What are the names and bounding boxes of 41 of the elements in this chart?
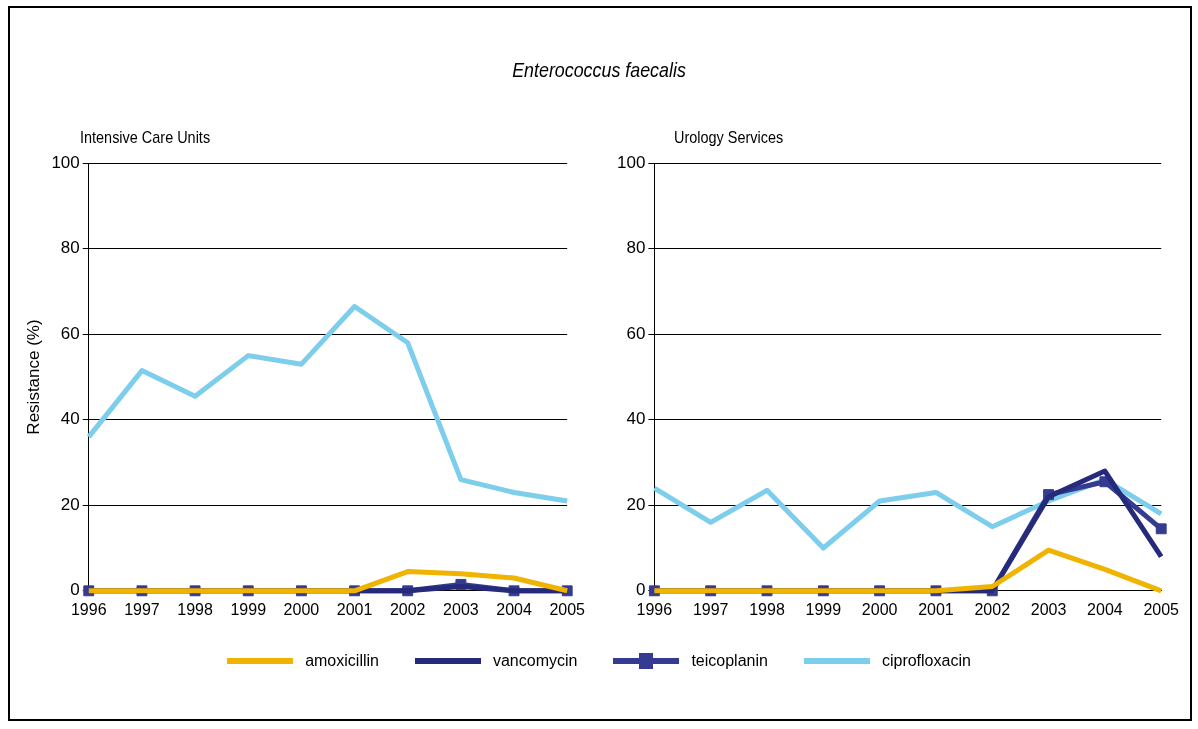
legend-label: teicoplanin [691,652,768,670]
y-tick-label: 100 [616,152,646,172]
y-tick-label: 80 [626,238,646,258]
legend-label: vancomycin [492,652,578,670]
x-tick-label: 2000 [283,600,320,618]
y-tick-label: 60 [60,323,80,343]
chart-subtitle: Intensive Care Units [80,128,211,148]
x-tick-label: 1999 [230,600,267,618]
y-tick-label: 40 [626,409,646,429]
chart-subtitle: Urology Services [674,128,784,148]
point [1155,523,1167,535]
x-tick-label: 1997 [124,600,160,618]
y-tick-label: 20 [626,494,646,514]
x-tick-label: 2004 [1087,600,1123,618]
legend-label: amoxicillin [305,652,379,670]
x-tick-label: 2001 [918,600,954,618]
y-tick-label: 100 [51,152,80,172]
x-tick-label: 2002 [389,600,426,618]
y-axis-title: Resistance (%) [23,319,43,435]
x-tick-label: 2003 [1030,600,1067,618]
x-tick-label: 2000 [861,600,898,618]
x-tick-label: 2005 [1143,600,1180,618]
y-tick-label: 60 [626,323,646,343]
x-tick-label: 1998 [749,600,785,618]
y-tick-label: 20 [60,494,80,514]
y-tick-label: 0 [70,580,80,600]
x-tick-label: 2004 [496,600,532,618]
x-tick-label: 1999 [805,600,842,618]
y-tick-label: 80 [60,238,80,258]
x-tick-label: 1996 [636,600,673,618]
x-tick-label: 2003 [443,600,479,618]
x-tick-label: 1998 [177,600,213,618]
chart-title: Enterococcus faecalis [511,58,687,82]
y-tick-label: 0 [635,580,646,600]
x-tick-label: 2001 [336,600,373,618]
x-tick-label: 1997 [692,600,729,618]
y-tick-label: 40 [60,409,80,429]
x-tick-label: 2005 [549,600,586,618]
x-tick-label: 2002 [974,600,1011,618]
legend-label: ciprofloxacin [881,652,971,670]
x-tick-label: 1996 [70,600,107,618]
